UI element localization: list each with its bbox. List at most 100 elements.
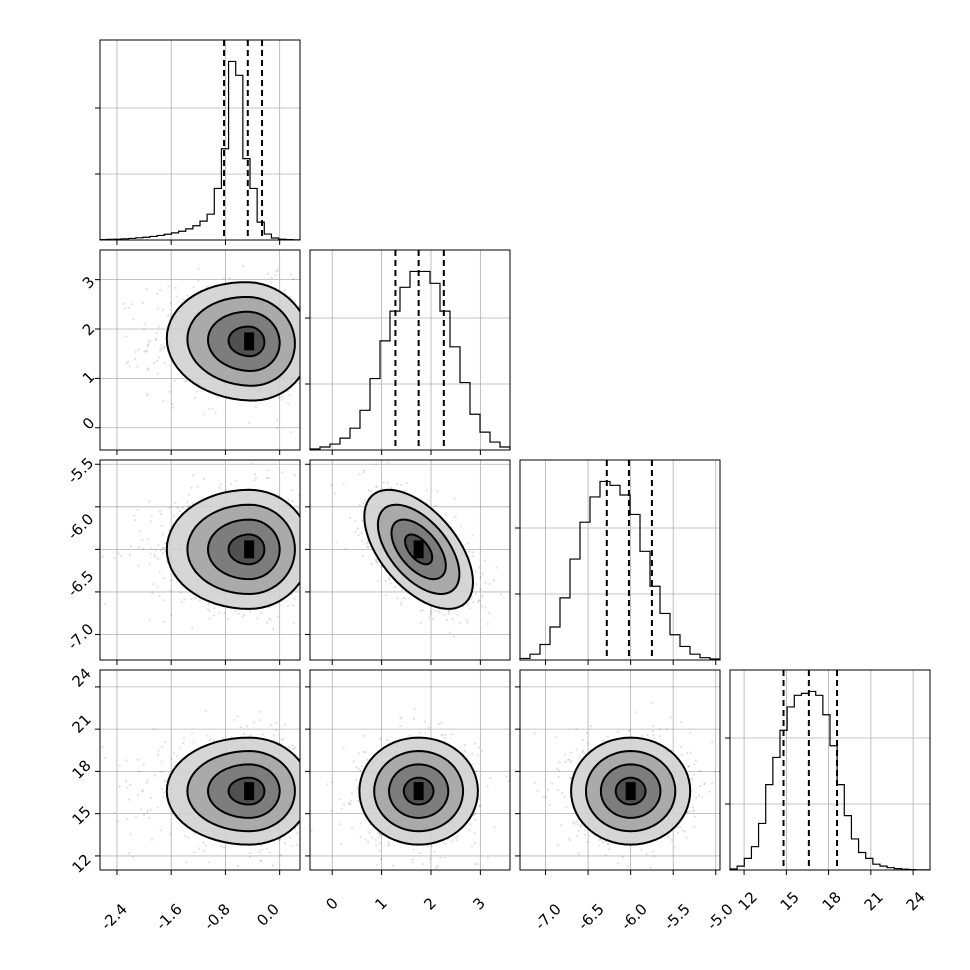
scatter-point	[289, 295, 292, 298]
scatter-point	[222, 846, 226, 849]
scatter-point	[310, 296, 312, 298]
scatter-inner-1-0	[122, 265, 321, 434]
scatter-point	[578, 756, 581, 759]
scatter-point	[218, 611, 221, 615]
scatter-point	[356, 786, 359, 790]
scatter-point	[136, 794, 140, 797]
scatter-point	[481, 749, 484, 753]
scatter-point	[158, 356, 161, 359]
scatter-point	[134, 350, 137, 354]
scatter-point	[293, 597, 296, 600]
scatter-point	[454, 515, 457, 518]
scatter-point	[128, 365, 131, 368]
scatter-point	[197, 279, 200, 282]
scatter-point	[241, 615, 244, 618]
scatter-point	[304, 714, 306, 716]
scatter-point	[228, 277, 231, 280]
scatter-point	[294, 746, 297, 749]
scatter-point	[216, 396, 219, 399]
scatter-point	[434, 505, 437, 508]
scatter-point	[190, 486, 193, 489]
scatter-frame-3-0	[99, 669, 301, 871]
scatter-point	[358, 503, 361, 507]
scatter-point	[344, 547, 347, 550]
scatter-point	[447, 612, 450, 615]
scatter-point	[237, 612, 240, 615]
scatter-point	[374, 558, 378, 561]
scatter-point	[478, 746, 481, 749]
scatter-point	[378, 842, 381, 845]
scatter-point	[427, 726, 430, 729]
scatter-point	[315, 359, 317, 361]
scatter-point	[472, 601, 475, 604]
scatter-point	[448, 631, 451, 634]
scatter-point	[459, 525, 462, 528]
scatter-point	[386, 481, 389, 484]
scatter-point	[149, 808, 152, 811]
scatter-inner-2-0	[101, 462, 315, 630]
scatter-point	[296, 588, 299, 591]
scatter-point	[349, 802, 352, 805]
scatter-point	[505, 775, 508, 778]
scatter-point	[208, 617, 211, 620]
scatter-point	[180, 600, 183, 603]
scatter-point	[694, 759, 698, 762]
scatter-point	[187, 505, 190, 509]
scatter-point	[474, 818, 477, 821]
scatter-point	[293, 474, 297, 477]
scatter-point	[147, 341, 150, 344]
scatter-point	[307, 821, 309, 823]
scatter-point	[390, 486, 393, 489]
scatter-point	[471, 551, 475, 554]
scatter-point	[277, 396, 280, 399]
scatter-point	[248, 855, 251, 858]
scatter-point	[169, 302, 172, 305]
scatter-point	[161, 552, 165, 555]
scatter-point	[375, 485, 378, 489]
scatter-point	[378, 849, 381, 852]
scatter-point	[434, 609, 437, 612]
scatter-point	[321, 776, 323, 778]
scatter-point	[193, 851, 196, 854]
scatter-point	[463, 749, 466, 753]
scatter-point	[400, 717, 403, 720]
scatter-point	[362, 471, 365, 474]
scatter-point	[456, 613, 459, 616]
scatter-point	[166, 314, 170, 317]
scatter-point	[259, 844, 262, 847]
scatter-point	[313, 569, 315, 571]
scatter-point	[471, 752, 474, 755]
scatter-point	[160, 344, 163, 347]
scatter-point	[301, 323, 303, 325]
scatter-point	[440, 734, 443, 737]
scatter-point	[303, 321, 305, 323]
scatter-point	[126, 786, 129, 789]
scatter-point	[125, 759, 128, 762]
scatter-point	[288, 836, 292, 839]
hist-line-1	[99, 60, 301, 241]
scatter-point	[137, 348, 140, 351]
scatter-point	[311, 822, 313, 824]
scatter-point	[182, 736, 186, 739]
scatter-point	[193, 396, 196, 400]
scatter-point	[478, 566, 481, 569]
scatter-point	[374, 559, 377, 562]
scatter-point	[319, 339, 321, 341]
scatter-point	[161, 348, 164, 351]
scatter-point	[103, 603, 106, 606]
scatter-point	[301, 835, 303, 837]
scatter-point	[259, 710, 262, 713]
scatter-point	[286, 604, 290, 608]
scatter-point	[118, 785, 121, 788]
scatter-point	[375, 560, 378, 564]
scatter-point	[436, 490, 439, 493]
scatter-point	[195, 390, 198, 393]
scatter-point	[301, 787, 303, 789]
contour-line-3-0-0	[227, 776, 266, 806]
scatter-point	[318, 767, 320, 769]
scatter-point	[269, 618, 272, 621]
scatter-point	[470, 845, 474, 848]
scatter-point	[229, 482, 232, 485]
scatter-point	[295, 843, 298, 846]
scatter-point	[214, 412, 217, 415]
